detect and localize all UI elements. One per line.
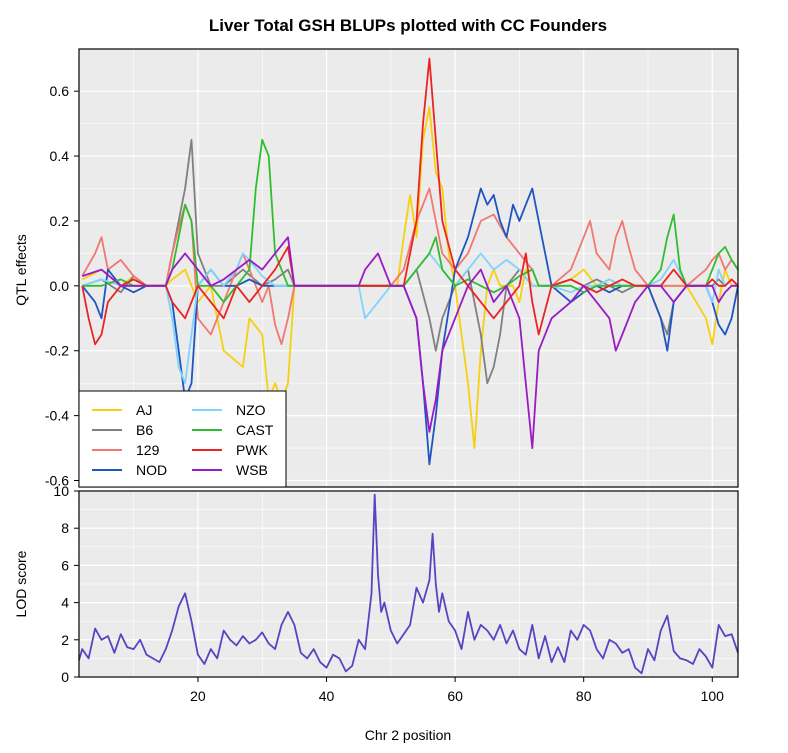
x-tick-label-2: 60 — [447, 688, 463, 704]
x-axis-label: Chr 2 position — [365, 727, 451, 743]
qtl-panel-border — [78, 48, 739, 488]
lod-series-line-0 — [78, 493, 739, 675]
lod-y-ticks: 0 2 4 6 8 10 — [53, 483, 79, 685]
lod-x-ticks: 20 40 60 80 100 — [190, 677, 724, 704]
qtl-y-tick-label-5: 0.4 — [50, 148, 70, 164]
series-line-cast — [82, 138, 739, 304]
lod-y-tick-label-4: 8 — [61, 520, 69, 536]
lod-y-tick-label-1: 2 — [61, 632, 69, 648]
legend-label-wsb: WSB — [236, 462, 268, 478]
legend-label-129: 129 — [136, 442, 160, 458]
qtl-y-tick-label-4: 0.2 — [50, 213, 70, 229]
series-line-wsb — [81, 236, 738, 450]
qtl-y-axis-label: QTL effects — [13, 234, 29, 306]
legend-label-cast: CAST — [236, 422, 274, 438]
x-tick-label-0: 20 — [190, 688, 206, 704]
legend-label-nzo: NZO — [236, 402, 266, 418]
qtl-y-tick-label-1: -0.4 — [45, 408, 69, 424]
qtl-y-ticks: -0.6 -0.4 -0.2 0.0 0.2 0.4 0.6 — [45, 83, 79, 489]
lod-panel-border — [78, 490, 739, 678]
qtl-y-tick-label-6: 0.6 — [50, 83, 70, 99]
legend-label-nod: NOD — [136, 462, 167, 478]
lod-y-tick-label-5: 10 — [53, 483, 69, 499]
lod-y-tick-label-0: 0 — [61, 669, 69, 685]
qtl-y-tick-label-2: -0.2 — [45, 343, 69, 359]
lod-series-lines — [78, 493, 739, 675]
qtl-y-tick-label-3: 0.0 — [50, 278, 70, 294]
qtl-grid — [79, 49, 738, 487]
qtl-series-lines — [81, 57, 739, 466]
legend: AJ B6 129 NOD NZO CAST PWK WSB — [78, 390, 287, 488]
legend-label-pwk: PWK — [236, 442, 269, 458]
x-tick-label-1: 40 — [319, 688, 335, 704]
qtl-effects-panel: -0.6 -0.4 -0.2 0.0 0.2 0.4 0.6 QTL effects AJ B… — [13, 48, 739, 489]
lod-y-tick-label-3: 6 — [61, 557, 69, 573]
lod-y-axis-label: LOD score — [13, 550, 29, 617]
legend-label-aj: AJ — [136, 402, 152, 418]
legend-label-b6: B6 — [136, 422, 153, 438]
qtl-y-tick-label-0: -0.6 — [45, 473, 69, 489]
x-tick-label-4: 100 — [701, 688, 725, 704]
lod-y-tick-label-2: 4 — [61, 595, 69, 611]
lod-panel: 0 2 4 6 8 10 20 40 60 80 100 LOD score Chr 2 posi… — [13, 483, 739, 743]
chart-title: Liver Total GSH BLUPs plotted with CC Fo… — [209, 16, 607, 35]
x-tick-label-3: 80 — [576, 688, 592, 704]
